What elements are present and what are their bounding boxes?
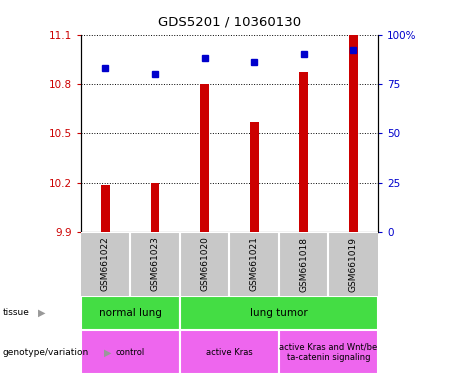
- Text: ▶: ▶: [104, 347, 112, 358]
- Text: ▶: ▶: [38, 308, 45, 318]
- Text: GSM661022: GSM661022: [101, 237, 110, 291]
- Bar: [151, 183, 160, 232]
- Bar: [200, 84, 209, 232]
- Bar: [81, 296, 180, 330]
- Bar: [299, 73, 308, 232]
- Bar: [180, 296, 378, 330]
- Text: GSM661021: GSM661021: [249, 237, 259, 291]
- Bar: [279, 330, 378, 374]
- Text: control: control: [116, 348, 145, 357]
- Text: GSM661019: GSM661019: [349, 237, 358, 291]
- Text: GSM661018: GSM661018: [299, 237, 308, 291]
- Bar: [81, 330, 180, 374]
- Text: active Kras and Wnt/be
ta-catenin signaling: active Kras and Wnt/be ta-catenin signal…: [279, 343, 378, 362]
- Text: GSM661023: GSM661023: [150, 237, 160, 291]
- Text: tissue: tissue: [2, 308, 29, 318]
- Text: GSM661020: GSM661020: [200, 237, 209, 291]
- Text: active Kras: active Kras: [206, 348, 253, 357]
- Text: genotype/variation: genotype/variation: [2, 348, 89, 357]
- Bar: [250, 122, 259, 232]
- Text: lung tumor: lung tumor: [250, 308, 308, 318]
- Text: GDS5201 / 10360130: GDS5201 / 10360130: [158, 15, 301, 28]
- Bar: [349, 35, 358, 232]
- Bar: [101, 185, 110, 232]
- Text: normal lung: normal lung: [99, 308, 162, 318]
- Bar: [180, 330, 279, 374]
